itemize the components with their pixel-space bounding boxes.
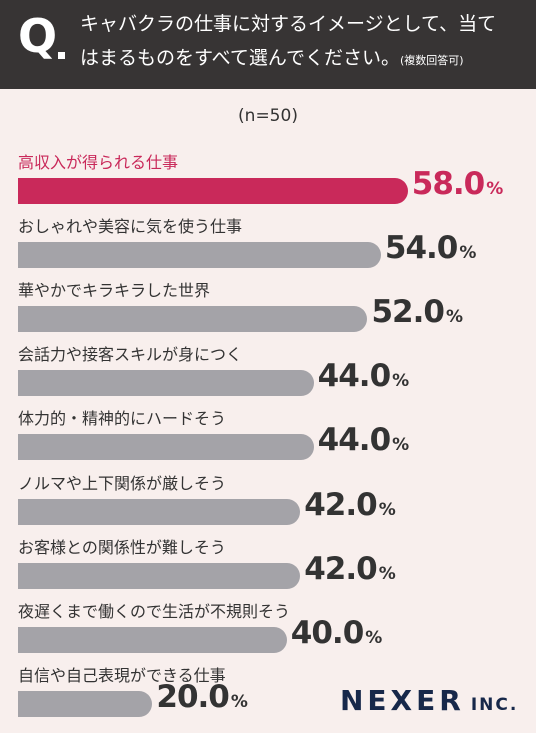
logo-name: NEXER <box>340 684 465 717</box>
chart-row: 体力的・精神的にハードそう 44.0% <box>0 405 536 469</box>
value-unit: % <box>392 435 409 456</box>
q-dot <box>58 52 65 59</box>
value-unit: % <box>365 627 382 648</box>
chart-row: 華やかでキラキラした世界 52.0% <box>0 277 536 341</box>
value-label: 42.0% <box>304 550 396 587</box>
category-label: 華やかでキラキラした世界 <box>18 281 211 301</box>
chart-row: ノルマや上下関係が厳しそう 42.0% <box>0 470 536 534</box>
bar <box>18 498 301 525</box>
value-label: 58.0% <box>411 166 504 202</box>
value-number: 44.0 <box>317 422 391 459</box>
category-label: お客様との関係性が難しそう <box>18 537 226 557</box>
category-label: 高収入が得られる仕事 <box>18 153 179 172</box>
value-unit: % <box>378 563 396 584</box>
nexer-logo: NEXER INC. <box>340 684 518 717</box>
chart-row: おしゃれや美容に気を使う仕事 54.0% <box>0 213 536 277</box>
bar <box>18 178 408 204</box>
category-label: 体力的・精神的にハードそう <box>18 409 227 429</box>
bar <box>18 690 153 717</box>
value-number: 54.0 <box>384 230 458 267</box>
category-label: 自信や自己表現ができる仕事 <box>18 665 226 685</box>
chart-row: 自信や自己表現ができる仕事 20.0% <box>0 662 536 726</box>
value-number: 40.0 <box>290 614 364 651</box>
value-label: 40.0% <box>290 614 383 651</box>
category-label: おしゃれや美容に気を使う仕事 <box>18 217 243 237</box>
value-unit: % <box>378 499 396 520</box>
value-label: 52.0% <box>371 294 463 331</box>
question-text-line2: はまるものをすべて選んでください。(複数回答可) <box>80 47 530 70</box>
logo-suffix: INC. <box>470 695 519 715</box>
question-note: (複数回答可) <box>399 54 464 67</box>
value-label: 54.0% <box>384 230 477 267</box>
bar <box>18 626 287 653</box>
chart-row: 高収入が得られる仕事 58.0% <box>0 149 536 213</box>
value-unit: % <box>392 371 409 392</box>
category-label: ノルマや上下関係が厳しそう <box>18 473 227 493</box>
question-text-line1: キャバクラの仕事に対するイメージとして、当て <box>80 13 497 35</box>
category-label: 夜遅くまで働くので生活が不規則そう <box>18 601 291 621</box>
question-header: Q キャバクラの仕事に対するイメージとして、当て はまるものをすべて選んでくださ… <box>0 0 536 89</box>
value-number: 20.0 <box>156 678 229 715</box>
bar <box>18 434 314 461</box>
value-unit: % <box>486 179 503 199</box>
value-label: 42.0% <box>304 486 396 523</box>
value-label: 20.0% <box>156 678 248 715</box>
chart-row: 会話力や接客スキルが身につく 44.0% <box>0 341 536 405</box>
value-number: 42.0 <box>304 550 377 587</box>
bar <box>18 562 301 589</box>
q-mark: Q <box>18 9 58 63</box>
question-text-line2-main: はまるものをすべて選んでください。 <box>80 47 400 69</box>
bar <box>18 306 368 333</box>
value-unit: % <box>445 307 463 328</box>
category-label: 会話力や接客スキルが身につく <box>18 345 243 365</box>
chart-row: 夜遅くまで働くので生活が不規則そう 40.0% <box>0 598 536 662</box>
bar <box>18 370 314 397</box>
value-unit: % <box>459 243 476 264</box>
value-number: 42.0 <box>304 486 377 523</box>
value-label: 44.0% <box>317 422 410 459</box>
value-number: 58.0 <box>411 166 485 202</box>
sample-size-label: (n=50) <box>238 106 298 126</box>
value-label: 44.0% <box>317 358 410 395</box>
chart-row: お客様との関係性が難しそう 42.0% <box>0 534 536 598</box>
bar <box>18 242 381 269</box>
value-number: 52.0 <box>371 294 444 331</box>
value-number: 44.0 <box>317 358 391 395</box>
value-unit: % <box>230 691 248 712</box>
